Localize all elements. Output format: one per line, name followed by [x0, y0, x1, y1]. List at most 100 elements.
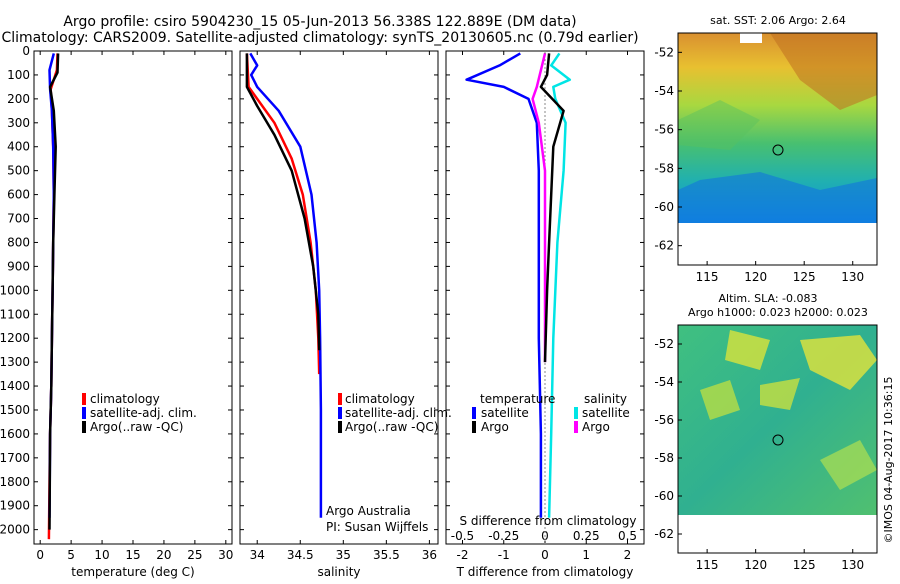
salinity-panel-frame [239, 50, 439, 545]
y-tick-label: 400 [7, 140, 30, 154]
sst-missing-data [740, 33, 762, 43]
legend-argo-swatch [82, 421, 86, 433]
legend-satellite-label: satellite-adj. clim. [90, 406, 197, 420]
legend-s-argo-swatch [574, 421, 578, 433]
map-y-tick-label: -54 [654, 375, 674, 389]
y-tick-label: 1700 [0, 451, 30, 465]
sla-map-title: Altim. SLA: -0.083 [718, 292, 817, 305]
x-tick-label: 35.5 [373, 548, 400, 562]
legend-s-argo-label: Argo [582, 420, 610, 434]
x-tick-label: 0 [541, 548, 549, 562]
sst-map-frame [677, 32, 878, 266]
temperature-satellite-line [465, 52, 543, 518]
sla-high-patch [700, 380, 740, 420]
t-difference-axis-label: T difference from climatology [456, 565, 634, 579]
y-tick-label: 1100 [0, 307, 30, 321]
x-tick-label: 30 [218, 548, 233, 562]
legend-climatology-swatch [82, 393, 86, 405]
x-tick-label: 10 [94, 548, 109, 562]
y-tick-label: 200 [7, 92, 30, 106]
sla-high-patch [820, 440, 877, 490]
copyright-text: ©IMOS 04-Aug-2017 10:36:15 [882, 377, 895, 544]
x-tick-label: 0 [36, 548, 44, 562]
map-y-tick-label: -62 [654, 239, 674, 253]
legend-satellite-label: satellite-adj. clim. [345, 406, 452, 420]
x-tick-label: -1 [498, 548, 510, 562]
sla-map [677, 324, 878, 554]
x-tick-label: 36 [422, 548, 437, 562]
argo-australia-annotation: Argo Australia [326, 504, 411, 518]
argo-raw-qc--line [48, 53, 60, 530]
y-tick-label: 300 [7, 116, 30, 130]
sst-no-data-region [678, 223, 877, 265]
map-x-tick-label: 125 [793, 270, 816, 284]
argo-raw-qc--line [245, 53, 321, 351]
salinity-satellite-line [547, 52, 572, 518]
s-tick-label: 0.25 [573, 529, 600, 543]
legend-climatology-label: climatology [345, 392, 415, 406]
temperature-argo-line [539, 53, 565, 363]
y-tick-label: 0 [22, 44, 30, 58]
sla-high-patch [760, 378, 800, 410]
s-tick-label: 0.5 [618, 529, 637, 543]
y-tick-label: 1400 [0, 379, 30, 393]
map-x-tick-label: 130 [841, 558, 864, 572]
x-tick-label: 20 [156, 548, 171, 562]
salinity-axis-label: salinity [317, 565, 360, 579]
legend-climatology-label: climatology [90, 392, 160, 406]
climatology-line [245, 53, 321, 375]
satellite-adj-clim--line [249, 52, 323, 518]
y-tick-label: 1000 [0, 283, 30, 297]
sst-map [677, 32, 878, 266]
map-x-tick-label: 125 [793, 558, 816, 572]
y-tick-label: 1300 [0, 355, 30, 369]
sst-map-axes: -52 -54 -56 -58 -60 -62 115 120 125 130 [654, 45, 864, 284]
y-tick-label: 600 [7, 188, 30, 202]
legend-s-satellite-label: satellite [582, 406, 630, 420]
temperature-axis-label: temperature (deg C) [71, 565, 194, 579]
s-difference-axis-label: S difference from climatology [460, 514, 637, 528]
map-y-tick-label: -60 [654, 489, 674, 503]
legend-climatology-swatch [338, 393, 342, 405]
y-tick-label: 1600 [0, 427, 30, 441]
legend-t-argo-label: Argo [481, 420, 509, 434]
s-tick-label: -0.5 [451, 529, 474, 543]
y-tick-label: 1800 [0, 475, 30, 489]
legend-argo-swatch [338, 421, 342, 433]
legend-temperature-header: temperature [480, 392, 555, 406]
figure-title-line1: Argo profile: csiro 5904230_15 05-Jun-20… [63, 14, 576, 30]
sst-mid-patch [678, 100, 760, 150]
legend-t-satellite-swatch [472, 407, 476, 419]
y-tick-label: 800 [7, 235, 30, 249]
map-y-tick-label: -52 [654, 45, 674, 59]
sla-high-patch [725, 330, 770, 370]
map-y-tick-label: -52 [654, 337, 674, 351]
y-tick-label: 1900 [0, 499, 30, 513]
x-tick-label: 25 [187, 548, 202, 562]
legend-t-satellite-label: satellite [481, 406, 529, 420]
difference-legend: temperature salinity satellite Argo sate… [472, 392, 630, 434]
temperature-chart: 0 5 10 15 20 25 300100200300400500600700800900… [0, 44, 233, 562]
map-y-tick-label: -62 [654, 527, 674, 541]
y-tick-label: 2000 [0, 523, 30, 537]
sla-map-axes: -52 -54 -56 -58 -60 -62 115 120 125 130 [654, 337, 864, 572]
salinity-argo-line [531, 53, 547, 363]
sst-cold-patch [678, 172, 877, 223]
temperature-legend: climatology satellite-adj. clim. Argo(..… [82, 392, 197, 434]
legend-satellite-swatch [82, 407, 86, 419]
temperature-panel-frame [33, 50, 233, 545]
map-x-tick-label: 120 [744, 270, 767, 284]
s-tick-label: -0.25 [488, 529, 519, 543]
salinity-chart: 34 34.5 35 35.5 36 [240, 50, 438, 562]
sla-map-frame [677, 324, 878, 554]
sla-map-subtitle: Argo h1000: 0.023 h2000: 0.023 [688, 306, 868, 319]
legend-satellite-swatch [338, 407, 342, 419]
sst-map-title: sat. SST: 2.06 Argo: 2.64 [710, 14, 846, 27]
x-tick-label: -2 [457, 548, 469, 562]
x-tick-label: 1 [582, 548, 590, 562]
y-tick-label: 700 [7, 212, 30, 226]
legend-t-argo-swatch [472, 421, 476, 433]
sla-no-data-region [678, 515, 877, 553]
